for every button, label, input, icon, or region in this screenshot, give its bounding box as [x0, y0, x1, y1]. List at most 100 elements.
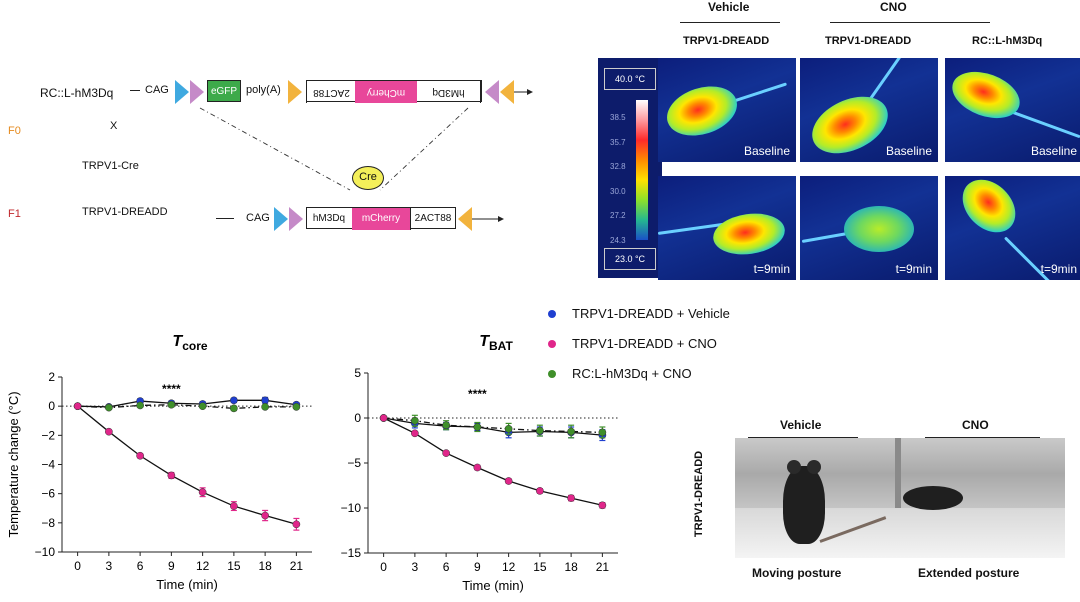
thermal-rc-9min: t=9min	[945, 176, 1080, 280]
mouse-heat	[803, 85, 897, 162]
scale-tick: 32.8	[610, 162, 626, 171]
thermal-vehicle-9min: t=9min	[658, 176, 796, 280]
y-tick-label: 0	[48, 399, 55, 413]
egfp-box: eGFP	[207, 80, 241, 102]
chart-title: TBAT	[479, 333, 513, 353]
scale-tick: 38.5	[610, 113, 626, 122]
x-tick-label: 15	[227, 559, 241, 573]
significance-label: ****	[162, 382, 181, 396]
y-tick-label: −2	[41, 428, 55, 442]
t9-caption: t=9min	[895, 262, 932, 276]
hm3dq-box: hM3Dq	[306, 208, 353, 230]
scale-gradient	[636, 100, 648, 240]
moving-posture-caption: Moving posture	[752, 566, 842, 580]
vehicle-underline	[680, 22, 780, 23]
vehicle-group-label: Vehicle	[708, 0, 750, 14]
mouse-heat	[710, 209, 788, 259]
mouse-heat	[844, 206, 914, 252]
scale-tick: 35.7	[610, 137, 626, 147]
lox-sites-right-2	[458, 207, 504, 231]
f0-label: F0	[8, 125, 21, 137]
cno-underline	[830, 22, 990, 23]
mouse-heat	[660, 78, 744, 144]
photo-vehicle-underline	[748, 437, 858, 438]
data-point	[473, 423, 482, 431]
data-point	[536, 487, 544, 495]
significance-label: ****	[468, 387, 487, 401]
temperature-charts: Tcore 2 0 −2 −4 −6 −8 −10 0 3 6 9 12 15 18 21 Time (min)…	[6, 333, 618, 593]
data-point	[567, 427, 575, 436]
lox2272-pink-icon	[190, 80, 204, 104]
y-tick-label: 0	[354, 411, 361, 425]
cage-divider	[895, 438, 901, 558]
x-tick-label: 21	[596, 560, 610, 574]
x-tick-label: 18	[258, 559, 272, 573]
data-point	[136, 401, 144, 410]
x-axis-label: Time (min)	[462, 578, 524, 593]
photo-cno-underline	[925, 437, 1040, 438]
legend-dot	[548, 369, 556, 378]
mouse-ear	[807, 460, 821, 474]
series-line	[77, 405, 297, 525]
y-tick-label: 5	[354, 366, 361, 380]
trpv1-cre-label: TRPV1-Cre	[82, 160, 139, 172]
cag-promoter: CAG	[145, 84, 169, 96]
legend-label: TRPV1-DREADD + Vehicle	[572, 306, 730, 321]
y-axis-label: Temperature change (°C)	[6, 391, 21, 537]
thermal-cno-baseline: Baseline	[800, 58, 938, 162]
data-point	[442, 421, 450, 430]
legend-label: TRPV1-DREADD + CNO	[572, 336, 717, 351]
scale-tick: 24.3	[610, 235, 626, 245]
series-line	[383, 417, 603, 506]
legend-item-vehicle: TRPV1-DREADD + Vehicle	[548, 306, 730, 321]
data-point	[292, 403, 301, 411]
x-tick-label: 12	[502, 560, 516, 574]
col1-label: TRPV1-DREADD	[683, 35, 770, 47]
scale-min: 23.0 °C	[604, 248, 656, 270]
y-tick-label: −8	[41, 516, 55, 530]
legend-dot	[548, 309, 556, 318]
data-point	[230, 404, 238, 413]
mouse-ear	[787, 460, 801, 474]
lox-sites-left	[175, 80, 204, 104]
scale-tick: 30.0	[610, 186, 626, 196]
y-tick-label: −10	[35, 545, 56, 559]
f1-label: F1	[8, 208, 21, 220]
mouse-heat	[952, 176, 1026, 243]
x-tick-label: 0	[380, 560, 387, 574]
data-point	[167, 400, 176, 409]
dna-line	[130, 90, 140, 91]
data-point	[105, 403, 113, 412]
lox-orange-icon	[288, 80, 302, 104]
data-point	[504, 477, 513, 485]
recombined-construct: CAG hM3Dq mCherry 2ACT88	[216, 207, 516, 231]
x-axis-label: Time (min)	[156, 577, 218, 592]
data-point	[198, 402, 207, 411]
series-line	[77, 399, 297, 408]
data-point	[167, 471, 176, 480]
moving-mouse	[783, 466, 825, 544]
data-point	[230, 502, 238, 510]
data-point	[261, 396, 269, 405]
x-tick-label: 21	[290, 559, 304, 573]
scale-tick: 27.2	[610, 211, 626, 220]
data-point	[230, 396, 238, 405]
cno-group-label: CNO	[880, 0, 907, 14]
data-point	[292, 520, 301, 529]
baseline-caption: Baseline	[1030, 144, 1077, 158]
x-tick-label: 12	[196, 559, 210, 573]
floxed-construct: CAG eGFP poly(A) 2ACT88 mCherry hM3Dq	[130, 80, 533, 104]
series-line	[383, 417, 603, 436]
data-point	[379, 414, 388, 422]
data-point	[411, 416, 419, 425]
x-tick-label: 6	[137, 559, 144, 573]
data-point	[442, 449, 450, 457]
data-point	[473, 463, 482, 472]
legend-label: RC:L-hM3Dq + CNO	[572, 366, 692, 381]
thermal-scale: 40.0 °C 38.5 35.7 32.8 30.0 27.2 24.3 23…	[598, 58, 662, 278]
data-point	[136, 451, 144, 460]
series-line	[77, 404, 297, 410]
legend-item-cno: TRPV1-DREADD + CNO	[548, 336, 717, 351]
y-tick-label: −10	[341, 501, 362, 515]
thermal-vehicle-baseline: Baseline	[658, 58, 796, 162]
